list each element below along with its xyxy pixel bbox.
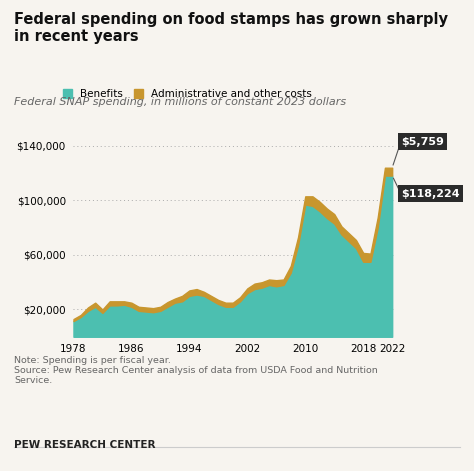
Text: Federal spending on food stamps has grown sharply
in recent years: Federal spending on food stamps has grow…: [14, 12, 448, 44]
Text: $5,759: $5,759: [401, 137, 444, 147]
Legend: Benefits, Administrative and other costs: Benefits, Administrative and other costs: [63, 89, 312, 99]
Text: PEW RESEARCH CENTER: PEW RESEARCH CENTER: [14, 440, 156, 450]
Text: Note: Spending is per fiscal year.
Source: Pew Research Center analysis of data : Note: Spending is per fiscal year. Sourc…: [14, 356, 378, 385]
Text: Federal SNAP spending, in millions of constant 2023 dollars: Federal SNAP spending, in millions of co…: [14, 97, 346, 106]
Text: $118,224: $118,224: [401, 188, 459, 199]
